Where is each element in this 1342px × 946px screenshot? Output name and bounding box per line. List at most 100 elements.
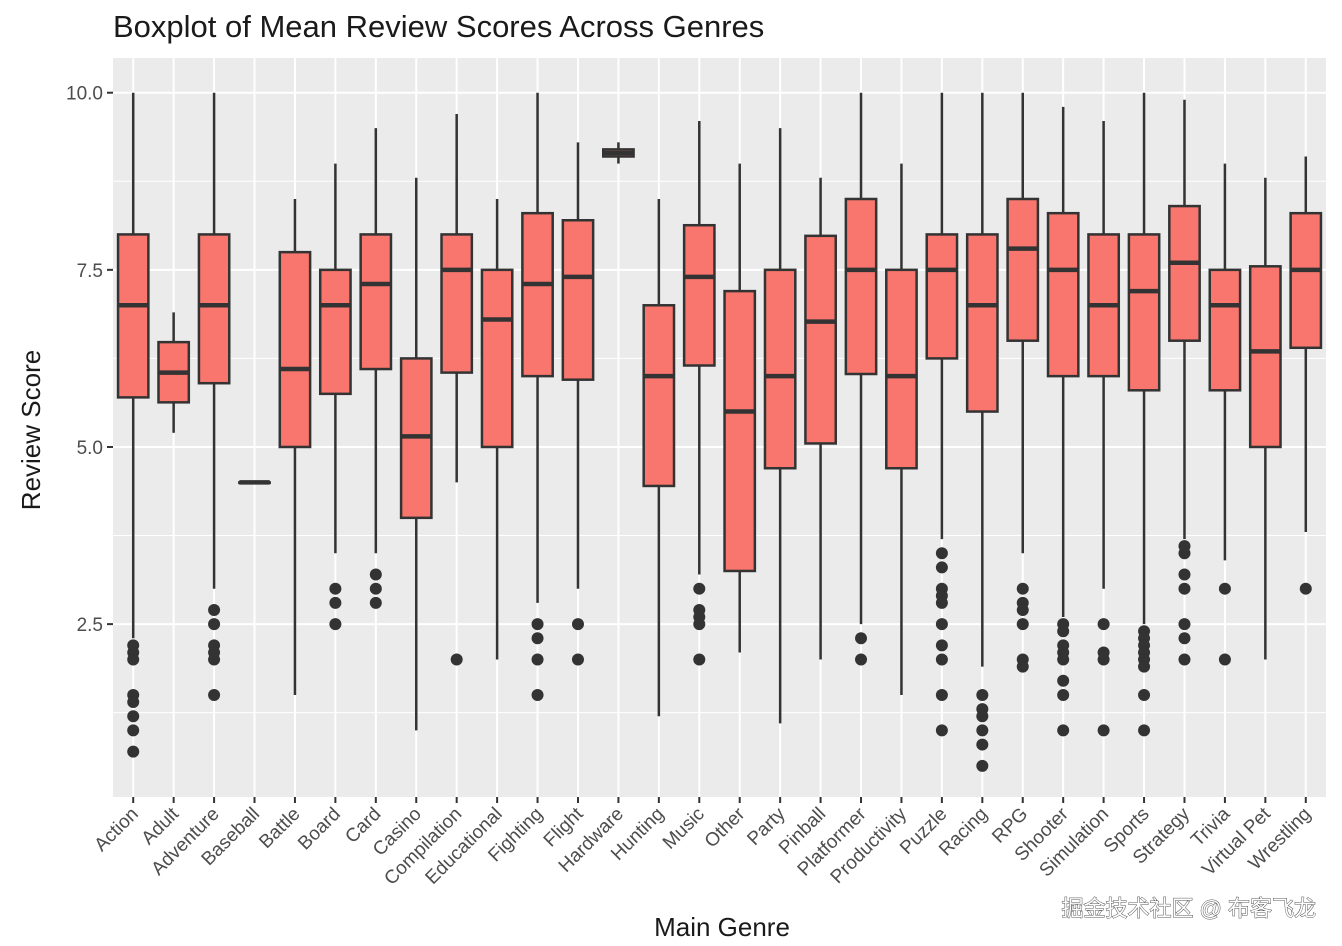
box-puzzle	[925, 92, 959, 737]
box-party	[763, 128, 797, 724]
outlier-point	[369, 596, 382, 609]
box-shooter	[1046, 106, 1080, 737]
x-axis: ActionAdultAdventureBaseballBattleBoardC…	[91, 797, 1315, 889]
box-adventure	[197, 92, 231, 701]
box-virtual-pet	[1248, 177, 1282, 660]
x-tick-label: Action	[91, 804, 143, 856]
box-iqr	[642, 304, 676, 488]
box-board	[318, 163, 352, 631]
box-other	[723, 163, 757, 653]
outlier-point	[1057, 724, 1070, 737]
box-productivity	[885, 163, 918, 695]
outlier-point	[127, 724, 140, 737]
outlier-point	[976, 759, 989, 772]
box-flight	[561, 142, 595, 666]
x-tick-label: Music	[659, 804, 709, 854]
box-iqr	[682, 223, 716, 367]
box-strategy	[1168, 99, 1201, 666]
outlier-point	[1016, 618, 1029, 631]
outlier-point	[571, 618, 584, 631]
outlier-point	[976, 688, 989, 701]
outlier-point	[1178, 653, 1191, 666]
box-platformer	[844, 92, 878, 666]
box-action	[116, 92, 150, 758]
outlier-point	[693, 582, 706, 595]
box-iqr	[116, 233, 150, 399]
outlier-point	[935, 688, 948, 701]
box-iqr	[1046, 211, 1080, 378]
box-simulation	[1087, 121, 1121, 737]
outlier-point	[329, 618, 342, 631]
outlier-point	[935, 618, 948, 631]
x-tick-label: Battle	[255, 804, 304, 853]
outlier-point	[1138, 724, 1151, 737]
outlier-point	[127, 710, 140, 723]
box-iqr	[804, 234, 837, 445]
y-tick-label: 10.0	[66, 84, 103, 105]
outlier-point	[976, 710, 989, 723]
outlier-point	[531, 618, 544, 631]
box-wrestling	[1289, 156, 1323, 595]
outlier-point	[1178, 547, 1191, 560]
outlier-point	[127, 745, 140, 758]
outlier-point	[693, 653, 706, 666]
box-fighting	[521, 92, 554, 701]
outlier-point	[693, 618, 706, 631]
box-baseball	[238, 480, 271, 485]
boxes	[116, 92, 1323, 772]
outlier-point	[1218, 582, 1231, 595]
box-iqr	[1289, 211, 1323, 350]
box-iqr	[763, 268, 797, 470]
watermark: 掘金技术社区 @ 布客飞龙	[1061, 896, 1316, 921]
box-music	[682, 121, 716, 666]
x-axis-title: Main Genre	[654, 912, 790, 942]
outlier-point	[127, 696, 140, 709]
outlier-point	[935, 547, 948, 560]
x-tick-label: Other	[701, 803, 750, 852]
outlier-point	[855, 632, 868, 645]
outlier-point	[1299, 582, 1312, 595]
box-iqr	[1208, 268, 1242, 392]
box-hunting	[642, 198, 676, 717]
outlier-point	[329, 582, 342, 595]
box-compilation	[440, 113, 474, 666]
outlier-point	[935, 596, 948, 609]
box-sports	[1127, 92, 1161, 737]
outlier-point	[1178, 582, 1191, 595]
outlier-point	[1218, 653, 1231, 666]
outlier-point	[1016, 603, 1029, 616]
outlier-point	[935, 561, 948, 574]
box-adult	[157, 312, 191, 433]
outlier-point	[1138, 660, 1151, 673]
box-iqr	[440, 233, 474, 374]
box-iqr	[561, 219, 595, 381]
outlier-point	[450, 653, 463, 666]
outlier-point	[1016, 582, 1029, 595]
y-tick-label: 2.5	[77, 615, 103, 636]
outlier-point	[1138, 688, 1151, 701]
y-tick-label: 7.5	[77, 261, 103, 282]
box-iqr	[965, 233, 999, 413]
outlier-point	[1057, 653, 1070, 666]
y-axis-title: Review Score	[16, 350, 46, 510]
box-iqr	[1006, 197, 1040, 342]
outlier-point	[1097, 653, 1110, 666]
outlier-point	[369, 568, 382, 581]
outlier-point	[1057, 688, 1070, 701]
outlier-point	[571, 653, 584, 666]
box-iqr	[1168, 204, 1201, 342]
box-iqr	[359, 233, 393, 371]
y-tick-label: 5.0	[77, 438, 103, 459]
outlier-point	[1097, 618, 1110, 631]
outlier-point	[935, 653, 948, 666]
outlier-point	[1178, 618, 1191, 631]
outlier-point	[1057, 625, 1070, 638]
box-racing	[965, 92, 999, 772]
chart-title: Boxplot of Mean Review Scores Across Gen…	[113, 9, 764, 44]
box-iqr	[925, 233, 959, 360]
outlier-point	[127, 653, 140, 666]
box-iqr	[885, 268, 918, 470]
box-educational	[480, 198, 514, 660]
outlier-point	[1057, 674, 1070, 687]
